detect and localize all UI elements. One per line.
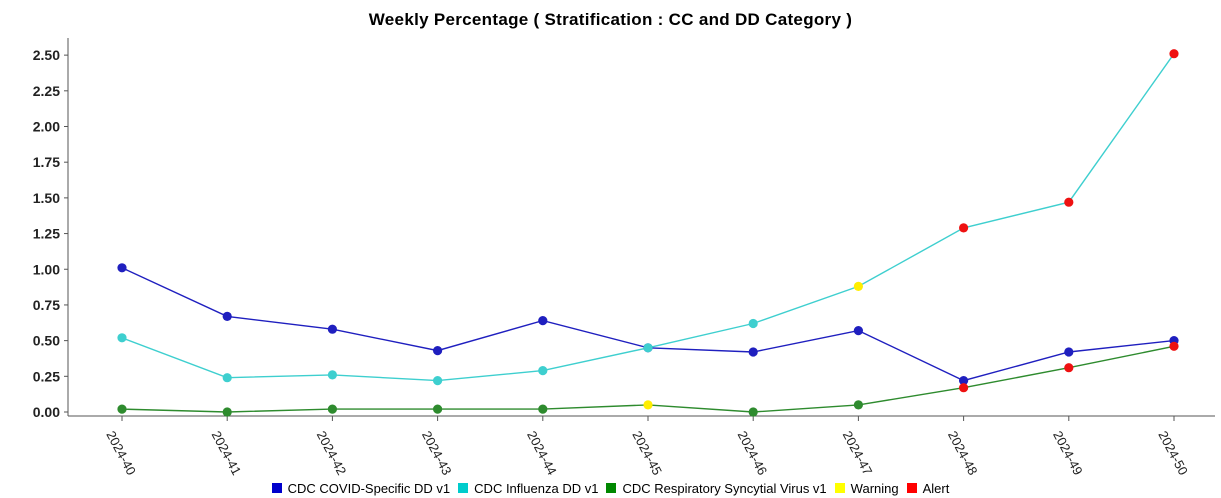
x-tick-label: 2024-48	[945, 428, 981, 477]
chart-title: Weekly Percentage ( Stratification : CC …	[368, 10, 853, 29]
data-point	[853, 400, 864, 410]
y-tick-label: 1.75	[33, 154, 60, 170]
data-point	[538, 404, 548, 414]
data-point	[853, 326, 864, 336]
y-tick-label: 2.50	[33, 47, 60, 63]
data-point	[538, 366, 548, 376]
data-point	[1169, 341, 1179, 351]
data-point	[1169, 49, 1179, 59]
y-tick-label: 0.25	[33, 368, 60, 384]
x-tick-label: 2024-47	[840, 428, 876, 477]
x-tick-label: 2024-44	[524, 428, 560, 477]
legend-item: CDC COVID-Specific DD v1	[271, 480, 451, 496]
x-tick-label: 2024-43	[419, 428, 455, 477]
data-point	[327, 324, 337, 334]
data-point	[538, 316, 548, 326]
y-axis-ticks: 0.00 0.25 0.50 0.75 1.00 1.25 1.50 1.75 2.00 2.25…	[33, 47, 68, 420]
data-point	[959, 223, 969, 233]
data-point	[222, 407, 232, 417]
data-point	[959, 376, 969, 386]
data-point	[748, 318, 758, 329]
x-tick-label: 2024-49	[1050, 428, 1086, 477]
legend-swatch	[271, 483, 282, 493]
legend-swatch	[834, 483, 845, 493]
y-tick-label: 1.25	[33, 226, 60, 242]
axes	[67, 38, 1215, 417]
data-point	[327, 370, 337, 380]
legend-swatch	[458, 483, 469, 493]
y-tick-label: 2.00	[33, 119, 60, 135]
data-point	[222, 373, 232, 383]
data-point	[433, 404, 443, 414]
data-point	[1064, 347, 1074, 357]
data-point	[327, 404, 337, 414]
y-tick-label: 0.50	[33, 333, 60, 349]
data-point	[1064, 197, 1074, 207]
legend-label: Warning	[850, 480, 899, 496]
data-point	[222, 311, 232, 321]
y-tick-label: 2.25	[33, 83, 60, 99]
legend-swatch	[906, 483, 917, 493]
data-point	[643, 400, 653, 410]
y-tick-label: 0.75	[33, 297, 60, 313]
x-tick-label: 2024-45	[629, 428, 665, 477]
series-points	[117, 49, 1179, 417]
legend-label: Alert	[922, 480, 950, 496]
data-point	[433, 346, 443, 356]
data-point	[748, 347, 758, 357]
legend-item: CDC Influenza DD v1	[458, 481, 598, 496]
x-tick-label: 2024-42	[314, 428, 350, 477]
data-point	[748, 407, 758, 417]
legend-item: Warning	[834, 480, 899, 496]
data-point	[117, 333, 127, 343]
data-point	[117, 404, 127, 414]
data-point	[433, 376, 443, 386]
x-tick-label: 2024-46	[735, 428, 771, 477]
x-tick-label: 2024-50	[1155, 428, 1191, 477]
series-line	[121, 267, 1175, 382]
y-tick-label: 1.00	[33, 261, 60, 277]
data-point	[1064, 363, 1074, 373]
legend-swatch	[606, 483, 617, 493]
legend-label: CDC Influenza DD v1	[474, 480, 599, 496]
x-tick-label: 2024-40	[103, 428, 139, 477]
series-lines	[121, 53, 1175, 413]
legend-label: CDC COVID-Specific DD v1	[287, 480, 451, 496]
data-point	[853, 281, 864, 291]
series-line	[121, 53, 1175, 382]
y-tick-label: 0.00	[33, 404, 60, 420]
data-point	[643, 343, 653, 353]
x-tick-label: 2024-41	[209, 428, 245, 477]
data-point	[117, 263, 127, 273]
legend-label: CDC Respiratory Syncytial Virus v1	[622, 480, 827, 496]
legend-item: Alert	[906, 480, 950, 496]
y-tick-label: 1.50	[33, 190, 60, 206]
x-axis-ticks: 2024-40 2024-41 2024-42 2024-43 2024-44 2024-…	[103, 416, 1191, 478]
legend-item: CDC Respiratory Syncytial Virus v1	[606, 480, 827, 496]
data-point	[959, 383, 969, 393]
legend: CDC COVID-Specific DD v1 CDC Influenza DD…	[0, 479, 1221, 497]
